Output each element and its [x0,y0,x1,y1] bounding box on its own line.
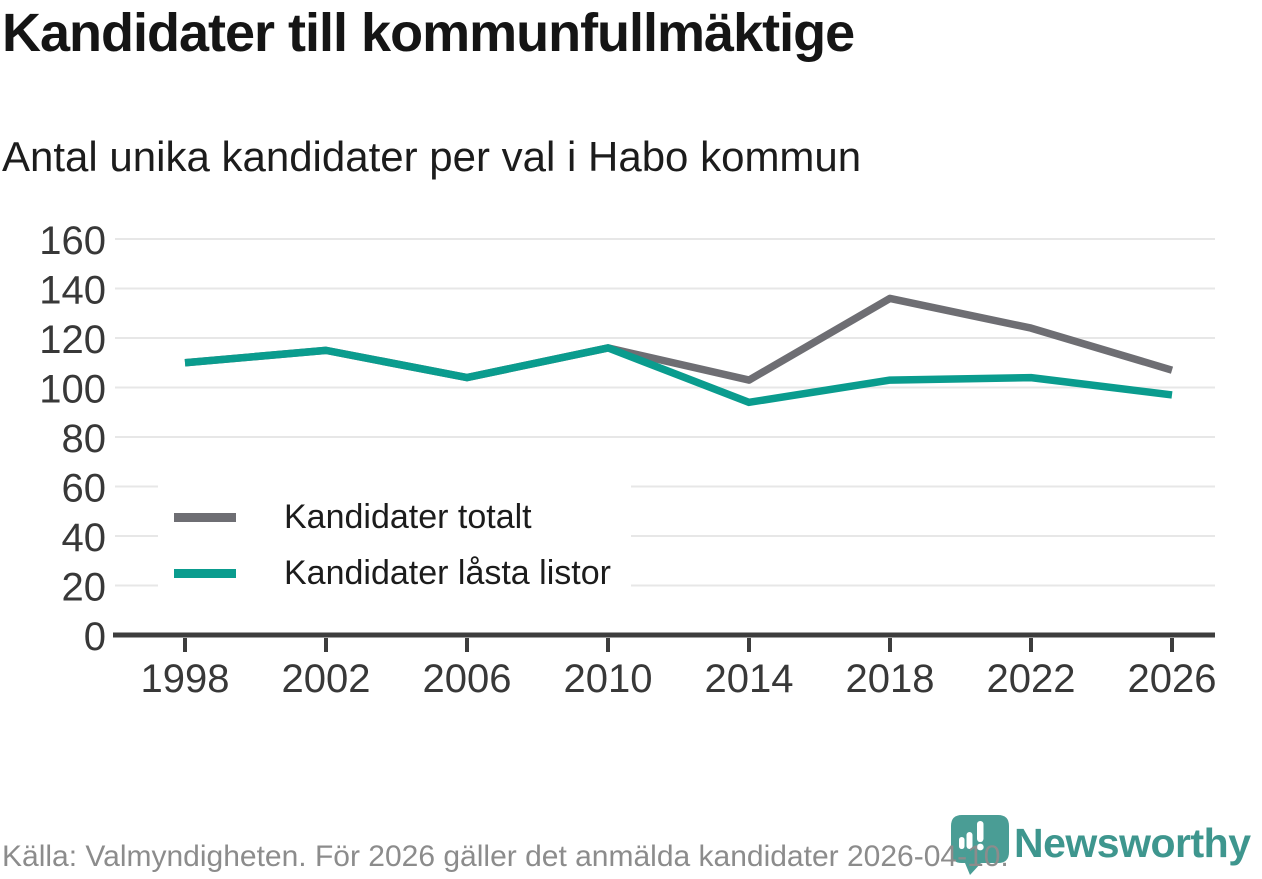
y-tick-label: 40 [62,516,107,560]
x-tick-label: 2006 [423,657,512,701]
chart-legend: Kandidater totalt Kandidater låsta listo… [158,484,631,602]
y-tick-label: 60 [62,467,107,511]
page-title: Kandidater till kommunfullmäktige [2,3,855,63]
y-tick-label: 100 [39,368,106,412]
newsworthy-wordmark: Newsworthy [1014,820,1251,866]
x-tick-label: 2014 [705,657,794,701]
y-tick-label: 0 [84,615,106,659]
legend-label-total: Kandidater totalt [284,497,532,536]
exclamation-dot [976,843,984,851]
y-tick-label: 140 [39,269,106,313]
source-note: Källa: Valmyndigheten. För 2026 gäller d… [2,840,1009,873]
y-tick-label: 160 [39,219,106,263]
x-tick-label: 2010 [564,657,653,701]
y-tick-label: 80 [62,417,107,461]
legend-label-locked: Kandidater låsta listor [284,553,611,592]
x-tick-label: 2002 [282,657,371,701]
x-tick-label: 2018 [846,657,935,701]
bar-1 [959,837,965,849]
series-line-kandidater-totalt [184,294,1174,384]
x-tick-label: 2022 [987,657,1076,701]
series-line-kandidater-l-sta-listor [184,344,1173,407]
legend-item-total: Kandidater totalt [174,496,611,538]
legend-item-locked: Kandidater låsta listor [174,552,611,594]
newsworthy-logo-icon [951,815,1013,879]
x-tick-label: 1998 [141,657,230,701]
legend-swatch-locked [174,568,236,578]
legend-swatch-total [174,512,236,522]
y-tick-label: 20 [62,566,107,610]
bar-2 [966,832,973,849]
x-tick-label: 2026 [1128,657,1217,701]
page-subtitle: Antal unika kandidater per val i Habo ko… [2,133,862,180]
y-tick-label: 120 [39,318,106,362]
exclamation-bar [977,821,984,842]
line-chart: 0 20 40 60 80 100 120 140 160 1998 2002 2006 2010 201… [39,219,1217,701]
